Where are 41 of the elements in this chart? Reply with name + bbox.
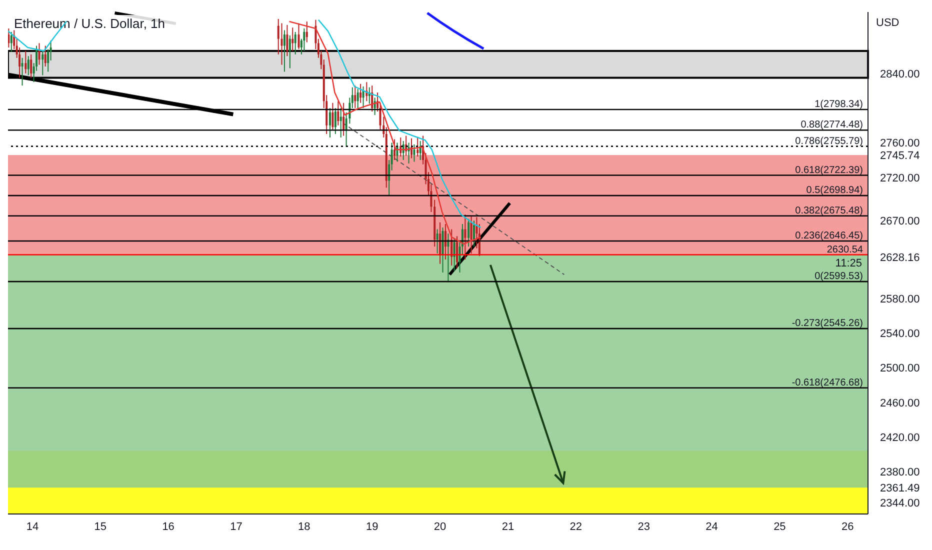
y-tick-label: 2361.49 xyxy=(880,482,920,495)
ref-line-label: 0.786(2755.79) xyxy=(795,136,863,147)
x-tick-label: 23 xyxy=(638,520,650,533)
y-tick-label: 2745.74 xyxy=(880,150,920,162)
x-tick-label: 18 xyxy=(298,520,310,533)
ref-line-label: 0.618(2722.39) xyxy=(795,164,863,176)
ref-line-label: 2630.54 xyxy=(826,244,864,256)
x-tick-label: 17 xyxy=(230,520,242,533)
y-tick-label: 2500.00 xyxy=(880,362,920,375)
ref-line-label: -0.618(2476.68) xyxy=(792,377,863,388)
y-tick-label: 2628.16 xyxy=(880,252,920,264)
ref-line-label: 0.236(2646.45) xyxy=(795,230,863,242)
y-tick-label: 2670.00 xyxy=(880,216,920,228)
x-tick-label: 22 xyxy=(570,520,582,533)
x-tick-label: 16 xyxy=(162,520,174,533)
y-tick-label: 2380.00 xyxy=(880,466,920,479)
annotation: 11:25 xyxy=(835,258,862,270)
x-tick-label: 15 xyxy=(94,520,107,533)
x-tick-label: 24 xyxy=(706,520,718,533)
y-tick-label: 2344.00 xyxy=(880,498,920,510)
y-tick-label: 2420.00 xyxy=(880,432,920,444)
y-tick-label: 2760.00 xyxy=(880,138,920,150)
ref-line-label: 0.88(2774.48) xyxy=(800,120,863,131)
x-tick-label: 26 xyxy=(841,520,854,533)
chart-title: Ethereum / U.S. Dollar, 1h xyxy=(14,16,166,31)
y-tick-label: 2460.00 xyxy=(880,397,920,410)
ref-line-label: 0.382(2675.48) xyxy=(795,205,863,216)
y-tick-label: 2840.00 xyxy=(880,68,920,80)
y-tick-label: 2540.00 xyxy=(880,328,920,340)
y-tick-label: 2720.00 xyxy=(880,172,920,184)
x-tick-label: 20 xyxy=(434,520,446,533)
x-tick-label: 21 xyxy=(502,520,514,533)
ref-line-label: 0.5(2698.94) xyxy=(806,185,863,196)
y-tick-label: 2580.00 xyxy=(880,293,920,306)
x-tick-label: 14 xyxy=(26,520,39,533)
ref-line-label: 1(2798.34) xyxy=(814,99,863,110)
text: USD xyxy=(876,17,900,29)
ref-line-label: -0.273(2545.26) xyxy=(792,318,863,330)
x-tick-label: 19 xyxy=(366,520,378,533)
x-tick-label: 25 xyxy=(774,520,786,533)
ref-line-label: 0(2599.53) xyxy=(814,271,863,282)
